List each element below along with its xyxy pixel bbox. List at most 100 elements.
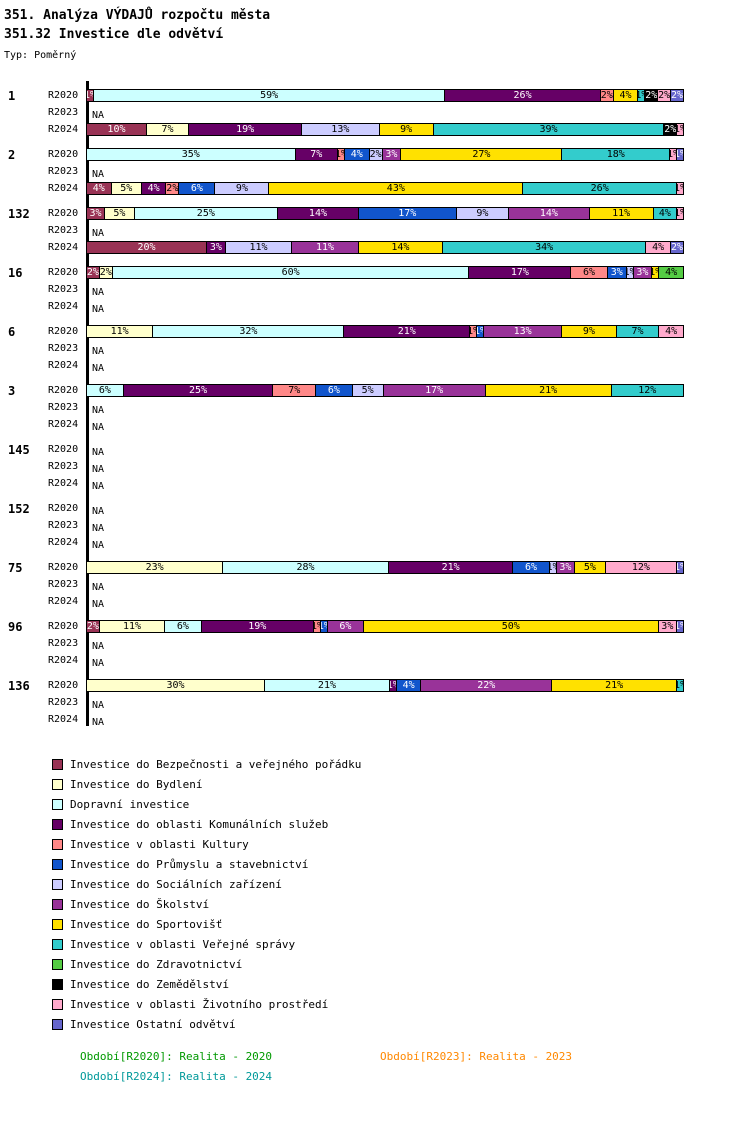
bar-area: NA	[86, 710, 684, 729]
bar-area: 1%59%26%2%4%1%2%2%2%	[86, 89, 684, 102]
bar-segment: 6%	[512, 561, 550, 574]
legend-swatch	[52, 938, 63, 950]
bar-segment: 21%	[387, 561, 514, 574]
na-label: NA	[92, 599, 105, 610]
bar-segment: 21%	[551, 679, 678, 692]
chart-row: 1R20201%59%26%2%4%1%2%2%2%	[4, 87, 746, 104]
bar-area: NA	[86, 280, 684, 299]
period-label: R2023	[48, 638, 79, 649]
chart-group: 1R20201%59%26%2%4%1%2%2%2%R2023NAR202410…	[4, 87, 746, 138]
bar-segment: 3%	[632, 266, 653, 279]
na-label: NA	[92, 405, 105, 416]
na-label: NA	[92, 304, 105, 315]
bar-segment: 26%	[444, 89, 601, 102]
period-label: R2020	[48, 208, 79, 219]
segment-value-label: 35%	[181, 149, 200, 160]
bar-area: NA	[86, 457, 684, 476]
stacked-bar: 30% 21% 1% 4% 22% 21% 1%	[86, 679, 685, 692]
bar-segment: 9%	[455, 207, 510, 220]
na-label: NA	[92, 481, 105, 492]
group-id-label: 75	[8, 560, 23, 575]
bar-segment: 22%	[420, 679, 553, 692]
bar-segment: 28%	[222, 561, 389, 574]
bar-segment: 5%	[104, 207, 135, 220]
segment-value-label: 28%	[296, 562, 315, 573]
period-label: R2023	[48, 166, 79, 177]
chart-row: 132 R2020 3% 5% 25% 14% 17% 9% 14% 11% 4% 1%	[4, 205, 746, 222]
legend-item: Investice do Bydlení	[52, 774, 746, 794]
bar-segment: 5%	[110, 182, 142, 195]
bar-segment: 3%	[381, 148, 402, 161]
period-label: R2024	[48, 183, 79, 194]
bar-area: NA	[86, 693, 684, 712]
segment-value-label: 1%	[670, 149, 676, 160]
segment-value-label: 5%	[113, 208, 126, 219]
group-id-label: 2	[8, 147, 16, 162]
bar-segment: 6%	[178, 182, 216, 195]
bar-area: NA	[86, 533, 684, 552]
bar-segment: 2%	[86, 620, 100, 633]
legend-label: Investice do Sportovišť	[70, 917, 223, 931]
segment-value-label: 13%	[331, 124, 350, 135]
period-footer: Období[R2020]: Realita - 2020 Období[R202…	[80, 1050, 746, 1090]
legend-swatch	[52, 998, 63, 1010]
bar-segment: 19%	[200, 620, 315, 633]
segment-value-label: 18%	[606, 149, 625, 160]
bar-segment: 2%	[165, 182, 180, 195]
bar-segment: 4%	[612, 89, 639, 102]
segment-value-label: 2%	[369, 149, 382, 160]
period-label: R2023	[48, 520, 79, 531]
segment-value-label: 39%	[539, 124, 558, 135]
chart-group: 16R20202%2%60%17%6%3%1%3%1%4%R2023NAR202…	[4, 264, 746, 315]
bar-segment: 27%	[400, 148, 563, 161]
bar-area: NA	[86, 651, 684, 670]
legend-swatch	[52, 958, 63, 970]
group-id-label: 3	[8, 383, 16, 398]
legend-swatch	[52, 978, 63, 990]
segment-value-label: 4%	[402, 680, 415, 691]
segment-value-label: 6%	[176, 621, 189, 632]
bar-segment: 5%	[574, 561, 606, 574]
legend-label: Investice do Sociálních zařízení	[70, 877, 282, 891]
chart-group: 2R202035%7%1%4%2%3%27%18%1%1%R2023NAR202…	[4, 146, 746, 197]
segment-value-label: 6%	[524, 562, 538, 573]
stacked-bar: 23%28%21%6%1%3%5%12%1%	[86, 561, 684, 574]
segment-value-label: 1%	[470, 326, 476, 337]
bar-segment: 11%	[291, 241, 359, 254]
bar-segment: 4%	[86, 182, 112, 195]
bar-area: 2%11%6%19%1%1%6%50%3%1%	[86, 620, 684, 633]
segment-value-label: 50%	[501, 621, 520, 632]
chart-row: 145 R2020 NA	[4, 441, 746, 459]
bar-segment: 11%	[588, 207, 654, 220]
segment-value-label: 2%	[671, 242, 684, 253]
page-subtitle: 351.32 Investice dle odvětví	[4, 27, 224, 42]
segment-value-label: 10%	[107, 124, 126, 135]
bar-segment: 32%	[152, 325, 345, 338]
segment-value-label: 3%	[89, 208, 102, 219]
bar-segment: 1%	[676, 148, 684, 161]
bar-segment: 14%	[277, 207, 359, 220]
segment-value-label: 25%	[189, 385, 208, 396]
segment-value-label: 1%	[477, 326, 483, 337]
period-label: R2023	[48, 343, 79, 354]
group-id-label: 136	[8, 678, 30, 693]
legend-swatch	[52, 778, 63, 790]
bar-segment: 17%	[357, 207, 457, 220]
chart-row: R2024 NA	[4, 357, 746, 374]
footer-line: Období[R2024]: Realita - 2024	[80, 1070, 746, 1090]
bar-segment: 43%	[268, 182, 524, 195]
segment-value-label: 6%	[339, 621, 352, 632]
segment-value-label: 9%	[476, 208, 489, 219]
chart-legend: Investice do Bezpečnosti a veřejného poř…	[52, 754, 746, 1034]
segment-value-label: 2%	[99, 267, 112, 278]
group-id-label: 1	[8, 88, 16, 103]
segment-value-label: 1%	[677, 124, 683, 135]
bar-segment: 4%	[652, 207, 678, 220]
segment-value-label: 12%	[638, 385, 657, 396]
legend-item: Investice do Průmyslu a stavebnictví	[52, 854, 746, 874]
segment-value-label: 11%	[315, 242, 335, 253]
legend-label: Investice do Bydlení	[70, 777, 203, 791]
segment-value-label: 2%	[645, 90, 658, 101]
bar-segment: 18%	[561, 148, 671, 161]
period-definition-label: Období[R2023]: Realita - 2023	[380, 1050, 573, 1063]
